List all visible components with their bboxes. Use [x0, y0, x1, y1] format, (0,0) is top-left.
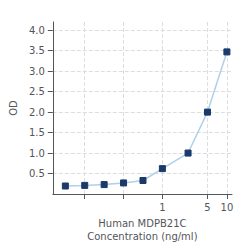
svg-text:5: 5 [204, 202, 210, 213]
svg-text:3.0: 3.0 [29, 66, 45, 77]
svg-text:Concentration (ng/ml): Concentration (ng/ml) [87, 231, 197, 242]
svg-text:Human MDPB21C: Human MDPB21C [98, 218, 186, 229]
svg-text:4.0: 4.0 [29, 25, 45, 36]
svg-text:2.5: 2.5 [29, 86, 45, 97]
svg-text:OD: OD [8, 100, 19, 116]
svg-text:1.0: 1.0 [29, 148, 45, 159]
svg-text:1: 1 [159, 202, 165, 213]
svg-text:0.5: 0.5 [29, 168, 45, 179]
svg-text:1.5: 1.5 [29, 127, 45, 138]
svg-text:3.5: 3.5 [29, 45, 45, 56]
svg-text:10: 10 [221, 202, 234, 213]
svg-text:2.0: 2.0 [29, 107, 45, 118]
